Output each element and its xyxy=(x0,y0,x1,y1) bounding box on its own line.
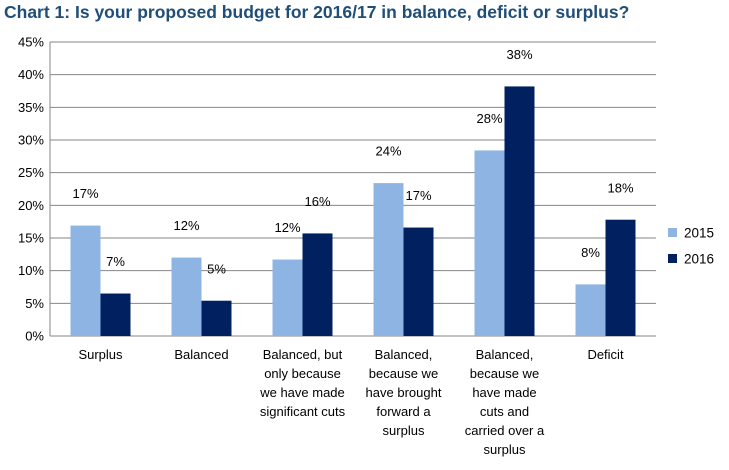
data-label-2016-5: 38% xyxy=(506,47,532,62)
y-tick-label: 45% xyxy=(18,35,44,50)
bar-2015-6 xyxy=(575,284,606,336)
category-label: Surplus xyxy=(78,347,123,362)
data-label-2015-1: 17% xyxy=(72,186,98,201)
data-label-2015-2: 12% xyxy=(173,218,199,233)
category-label: surplus xyxy=(383,423,425,438)
category-label: because we xyxy=(369,366,438,381)
category-label: forward a xyxy=(376,404,431,419)
legend-swatch-2015 xyxy=(668,228,677,237)
category-label: Balanced, xyxy=(375,347,433,362)
bar-2016-4 xyxy=(403,227,434,336)
bar-2015-4 xyxy=(373,183,404,336)
data-label-2015-4: 24% xyxy=(375,144,401,159)
category-label: have made xyxy=(472,385,536,400)
bar-2015-3 xyxy=(272,259,303,336)
data-label-2016-3: 16% xyxy=(304,194,330,209)
data-label-2015-5: 28% xyxy=(476,111,502,126)
category-label: carried over a xyxy=(465,423,545,438)
y-tick-label: 40% xyxy=(18,67,44,82)
y-tick-label: 0% xyxy=(25,329,44,344)
category-label: only because xyxy=(264,366,341,381)
chart-title: Chart 1: Is your proposed budget for 201… xyxy=(4,2,630,22)
bar-2016-6 xyxy=(605,219,636,336)
category-label: because we xyxy=(470,366,539,381)
legend-label-2015: 2015 xyxy=(684,226,714,241)
category-label: surplus xyxy=(484,442,526,457)
legend-label-2016: 2016 xyxy=(684,252,714,267)
bar-2015-5 xyxy=(474,150,505,336)
category-label: Deficit xyxy=(587,347,624,362)
bar-2016-5 xyxy=(504,86,535,336)
category-label: Balanced xyxy=(174,347,228,362)
category-label: significant cuts xyxy=(260,404,346,419)
bar-2016-3 xyxy=(302,233,333,336)
bar-2015-2 xyxy=(171,257,202,336)
data-label-2015-3: 12% xyxy=(274,220,300,235)
y-tick-label: 25% xyxy=(18,165,44,180)
data-label-2016-6: 18% xyxy=(607,180,633,195)
legend-swatch-2016 xyxy=(668,254,677,263)
y-tick-label: 35% xyxy=(18,100,44,115)
data-label-2016-1: 7% xyxy=(106,254,125,269)
y-tick-label: 5% xyxy=(25,296,44,311)
category-label: Balanced, but xyxy=(263,347,343,362)
category-label: we have made xyxy=(259,385,345,400)
data-label-2016-4: 17% xyxy=(405,188,431,203)
category-label: cuts and xyxy=(480,404,529,419)
data-label-2015-6: 8% xyxy=(581,245,600,260)
category-label: have brought xyxy=(366,385,442,400)
data-label-2016-2: 5% xyxy=(207,261,226,276)
y-tick-label: 30% xyxy=(18,133,44,148)
bar-2016-1 xyxy=(100,293,131,336)
category-label: Balanced, xyxy=(476,347,534,362)
bar-2015-1 xyxy=(70,225,101,336)
y-tick-label: 20% xyxy=(18,198,44,213)
bar-2016-2 xyxy=(201,300,232,336)
y-tick-label: 15% xyxy=(18,231,44,246)
y-tick-label: 10% xyxy=(18,263,44,278)
